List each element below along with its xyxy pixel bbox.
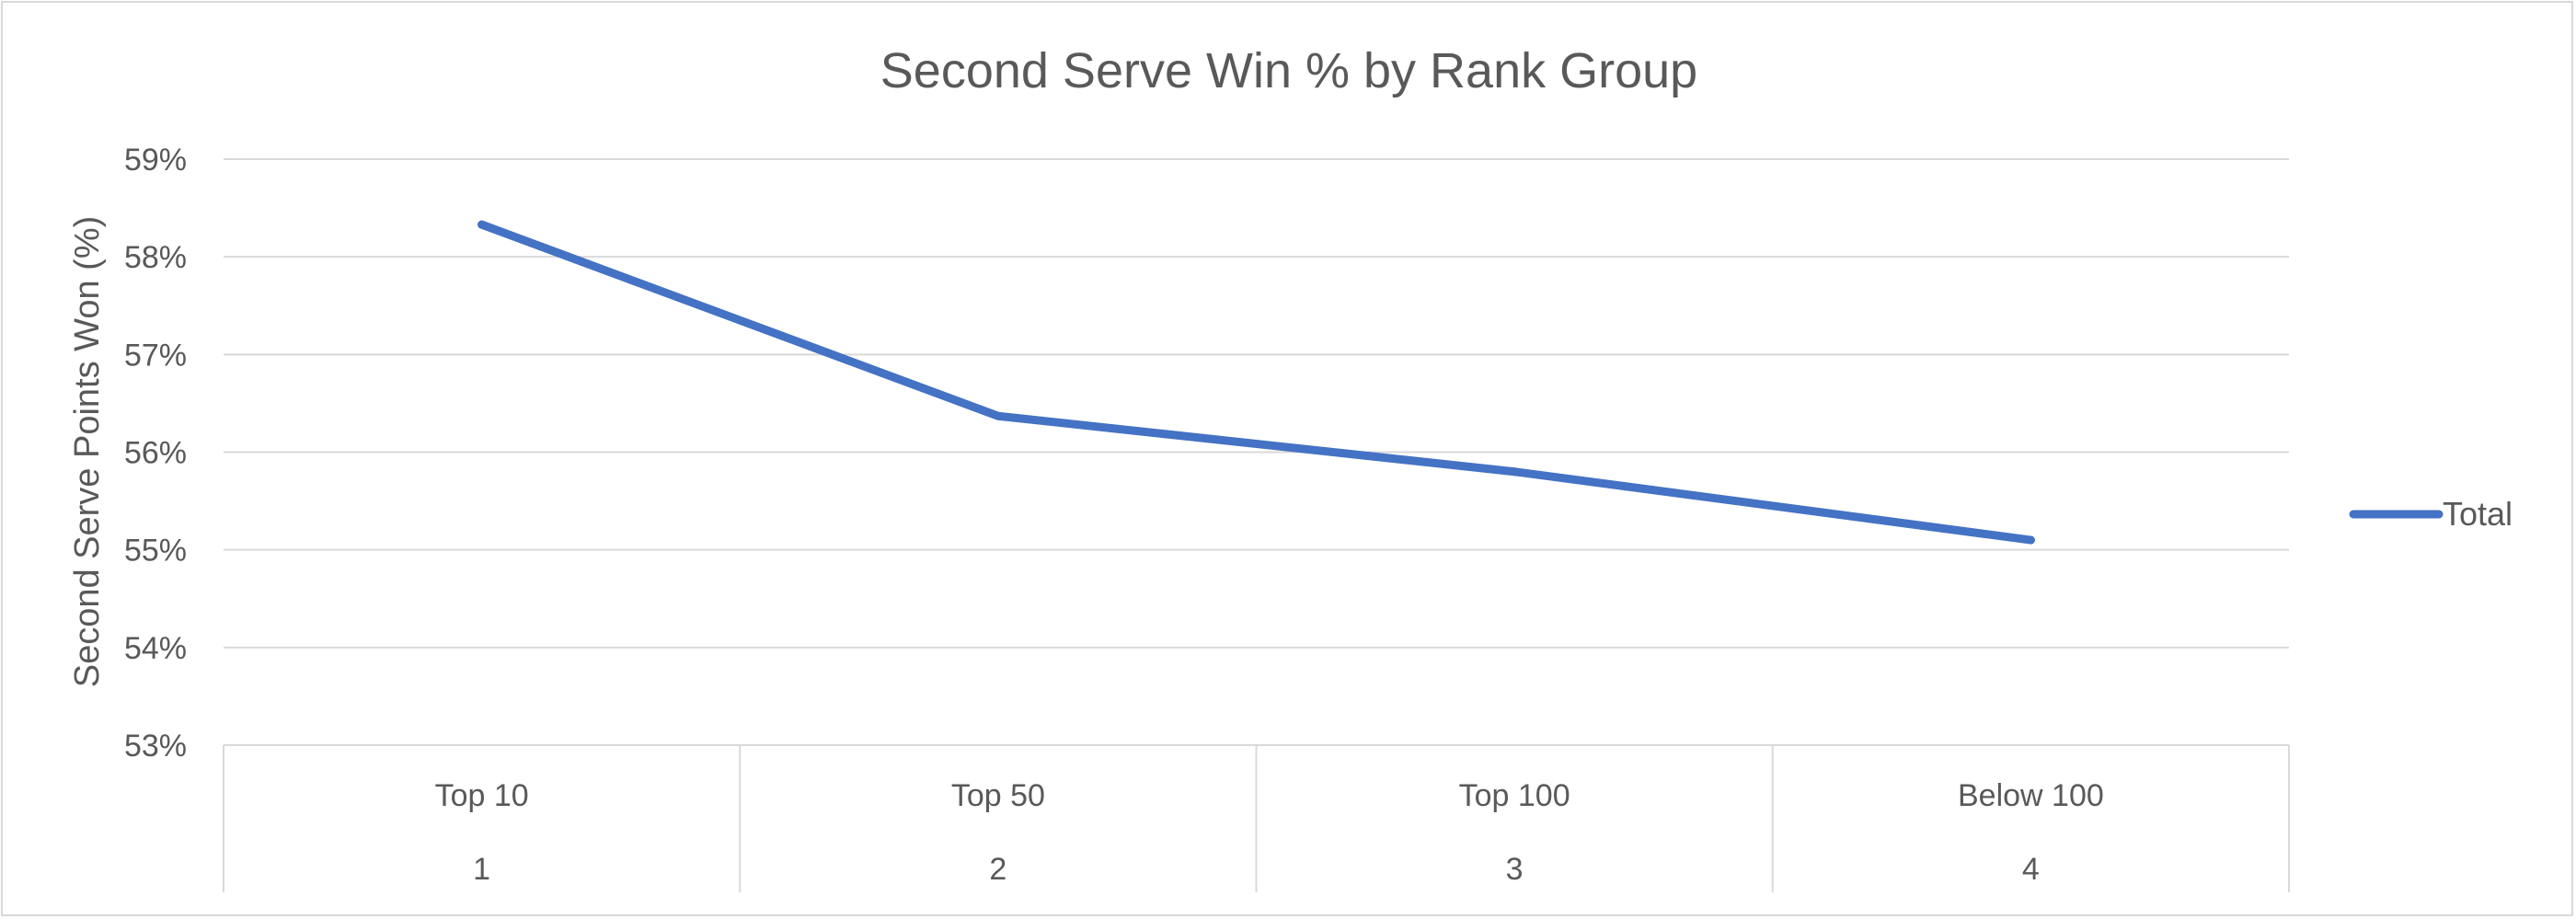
legend[interactable]: Total	[2349, 495, 2513, 533]
series-line-total	[477, 220, 2035, 545]
x-tick-index-label: 2	[989, 852, 1006, 887]
x-tick-label: Top 10	[435, 778, 529, 813]
data-point	[477, 220, 487, 229]
data-point	[994, 411, 1003, 420]
x-tick-index-label: 3	[1506, 852, 1524, 887]
series-layer	[477, 220, 2035, 545]
line-chart: Second Serve Win % by Rank Group 53%54%5…	[68, 43, 2513, 892]
x-axis: Top 10 1 Top 50 2 Top 100 3 Below 100 4	[223, 744, 2290, 892]
y-tick-label: 58%	[124, 240, 187, 275]
gridlines	[224, 158, 2289, 649]
x-tick-label: Top 50	[951, 778, 1045, 813]
y-axis-ticks: 53% 54% 55% 56% 57% 58% 59%	[124, 143, 187, 764]
chart-title: Second Serve Win % by Rank Group	[880, 43, 1697, 98]
y-tick-label: 53%	[124, 729, 187, 764]
data-point	[1510, 467, 1519, 477]
y-tick-label: 55%	[124, 534, 187, 569]
x-tick-label: Top 100	[1459, 778, 1570, 813]
y-tick-label: 56%	[124, 436, 187, 471]
x-tick-index-label: 4	[2022, 852, 2040, 887]
x-tick-index-label: 1	[473, 852, 490, 887]
legend-label-total: Total	[2443, 495, 2513, 533]
x-tick-label: Below 100	[1958, 778, 2104, 813]
y-tick-label: 57%	[124, 338, 187, 373]
y-tick-label: 54%	[124, 631, 187, 666]
data-point	[2026, 535, 2035, 545]
y-tick-label: 59%	[124, 143, 187, 178]
y-axis-label: Second Serve Points Won (%)	[68, 216, 107, 688]
